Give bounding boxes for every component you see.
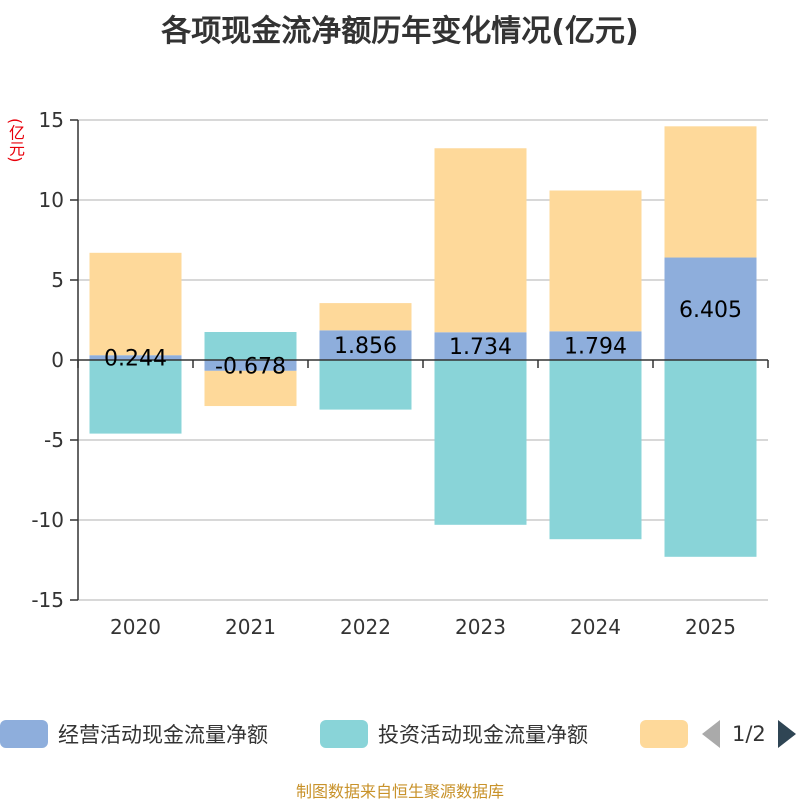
data-label: 6.405 <box>679 298 742 323</box>
bar-operating-2021[interactable] <box>204 360 297 371</box>
bar-financing-2024[interactable] <box>549 190 642 332</box>
legend-prev-page-icon[interactable] <box>702 720 720 748</box>
gridlines <box>78 119 768 601</box>
chart-title: 各项现金流净额历年变化情况(亿元) <box>161 14 639 49</box>
bars <box>89 126 757 557</box>
legend-page-indicator: 1/2 <box>732 722 766 746</box>
bar-investing-2024[interactable] <box>549 360 642 540</box>
data-labels: 0.244 -0.678 1.856 1.734 1.794 6.405 <box>104 298 742 380</box>
bar-financing-2020[interactable] <box>89 252 182 356</box>
legend-swatch <box>640 720 688 748</box>
data-label: 1.856 <box>334 334 397 359</box>
bar-operating-2024[interactable] <box>549 331 642 360</box>
x-tick-label: 2024 <box>570 615 621 639</box>
y-tick-label: -10 <box>31 508 64 532</box>
bar-financing-2021[interactable] <box>204 370 297 407</box>
x-tick-label: 2020 <box>110 615 161 639</box>
data-source-note: 制图数据来自恒生聚源数据库 <box>295 782 504 801</box>
legend-swatch <box>320 720 368 748</box>
y-tick-label: 5 <box>51 268 64 292</box>
y-axis-ticks: 15 10 5 0 -5 -10 -15 <box>31 108 78 612</box>
legend-label: 经营活动现金流量净额 <box>58 723 268 747</box>
x-tick-label: 2023 <box>455 615 506 639</box>
x-tick-label: 2022 <box>340 615 391 639</box>
bar-investing-2025[interactable] <box>664 360 757 557</box>
y-tick-label: 15 <box>39 108 64 132</box>
x-axis-ticks: 2020 2021 2022 2023 2024 2025 <box>110 615 736 639</box>
y-tick-label: -15 <box>31 588 64 612</box>
bar-financing-2022[interactable] <box>319 303 412 331</box>
bar-operating-2023[interactable] <box>434 332 527 360</box>
y-tick-label: 0 <box>51 348 64 372</box>
legend-pager: 1/2 <box>702 720 796 748</box>
legend-swatch <box>0 720 48 748</box>
legend-item-investing[interactable]: 投资活动现金流量净额 <box>320 720 588 748</box>
data-label: 0.244 <box>104 347 167 372</box>
y-axis-unit-label: (亿元) <box>6 118 25 163</box>
bar-investing-2022[interactable] <box>319 360 412 410</box>
bar-financing-2025[interactable] <box>664 126 757 258</box>
data-label: 1.734 <box>449 335 512 360</box>
x-tick-label: 2025 <box>685 615 736 639</box>
data-label: -0.678 <box>215 354 286 379</box>
y-tick-label: -5 <box>44 428 64 452</box>
x-axis <box>77 120 769 600</box>
bar-operating-2025[interactable] <box>664 257 757 360</box>
x-tick-label: 2021 <box>225 615 276 639</box>
legend-item-operating[interactable]: 经营活动现金流量净额 <box>0 720 268 748</box>
legend: 经营活动现金流量净额 投资活动现金流量净额 1/2 <box>0 712 800 756</box>
bar-operating-2022[interactable] <box>319 330 412 360</box>
bar-investing-2021[interactable] <box>204 332 297 360</box>
data-label: 1.794 <box>564 335 627 360</box>
legend-item-financing[interactable] <box>640 720 698 748</box>
bar-investing-2020[interactable] <box>89 360 182 434</box>
bar-financing-2023[interactable] <box>434 148 527 333</box>
bar-operating-2020[interactable] <box>89 355 182 360</box>
legend-label: 投资活动现金流量净额 <box>378 723 588 747</box>
y-tick-label: 10 <box>39 188 64 212</box>
legend-next-page-icon[interactable] <box>777 720 796 748</box>
bar-investing-2023[interactable] <box>434 360 527 525</box>
